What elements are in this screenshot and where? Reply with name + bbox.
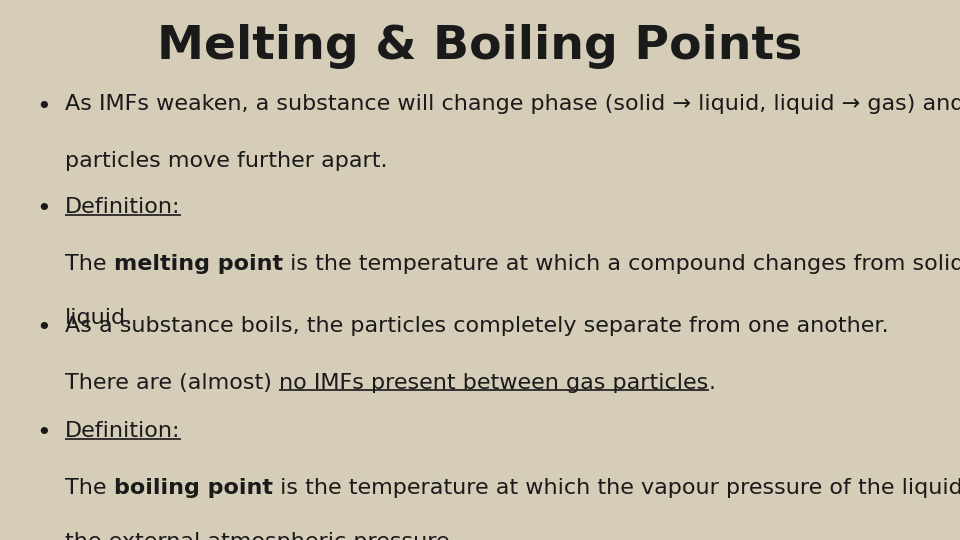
Text: .: .	[708, 373, 715, 393]
Text: •: •	[36, 94, 51, 118]
Text: melting point: melting point	[114, 254, 283, 274]
Text: is the temperature at which a compound changes from solid to: is the temperature at which a compound c…	[283, 254, 960, 274]
Text: •: •	[36, 421, 51, 445]
Text: Definition:: Definition:	[65, 421, 180, 441]
Text: particles move further apart.: particles move further apart.	[65, 151, 388, 171]
Text: •: •	[36, 197, 51, 221]
Text: liquid.: liquid.	[65, 308, 133, 328]
Text: no IMFs present between gas particles: no IMFs present between gas particles	[279, 373, 708, 393]
Text: The: The	[65, 478, 114, 498]
Text: The: The	[65, 254, 114, 274]
Text: Melting & Boiling Points: Melting & Boiling Points	[157, 24, 803, 69]
Text: As a substance boils, the particles completely separate from one another.: As a substance boils, the particles comp…	[65, 316, 889, 336]
Text: Definition:: Definition:	[65, 197, 180, 217]
Text: is the temperature at which the vapour pressure of the liquid equals: is the temperature at which the vapour p…	[273, 478, 960, 498]
Text: •: •	[36, 316, 51, 340]
Text: As IMFs weaken, a substance will change phase (solid → liquid, liquid → gas) and: As IMFs weaken, a substance will change …	[65, 94, 960, 114]
Text: There are (almost): There are (almost)	[65, 373, 279, 393]
Text: the external atmospheric pressure.: the external atmospheric pressure.	[65, 532, 457, 540]
Text: boiling point: boiling point	[114, 478, 273, 498]
